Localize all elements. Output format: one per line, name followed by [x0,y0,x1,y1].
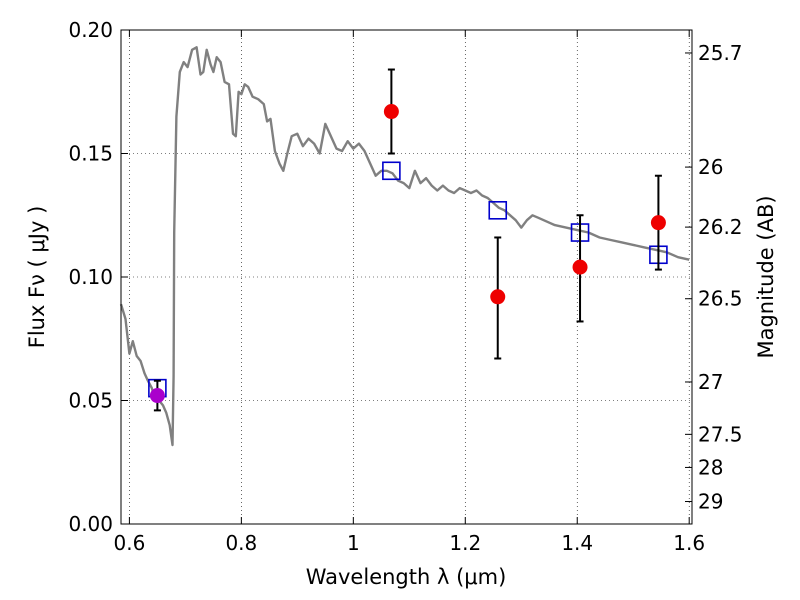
y-tick-label: 0.05 [68,389,113,413]
x-tick-label: 1.2 [449,531,481,555]
mag-tick-label: 27.5 [698,422,743,446]
y-axis-label: Flux Fν ( μJy ) [25,206,49,349]
observed-flux-point [149,388,165,404]
observed-flux-point [490,289,506,305]
mag-tick-label: 26.5 [698,287,743,311]
plot-area [119,46,690,447]
y-tick-label: 0.15 [68,142,113,166]
model-flux-square [382,161,401,181]
axis-ticks: 0.6 0.8 1 1.2 1.4 1.6 0.00 0.05 0.10 0.15 0.20 25.7… [68,18,742,555]
mag-tick-label: 26.2 [698,215,743,239]
observed-flux-point [383,104,399,120]
x-tick-label: 0.6 [113,531,145,555]
mag-tick-label: 29 [698,490,723,514]
observed-flux-point [572,259,588,275]
model-spectrum-line [119,46,690,447]
y-tick-label: 0.00 [68,512,113,536]
mag-tick-label: 28 [698,455,723,479]
x-tick-label: 1 [347,531,360,555]
x-tick-label: 0.8 [225,531,257,555]
y2-axis-label: Magnitude (AB) [754,195,778,358]
x-tick-label: 1.4 [561,531,593,555]
model-flux-square [488,201,508,220]
mag-tick-label: 27 [698,370,723,394]
x-tick-label: 1.6 [673,531,705,555]
y-tick-label: 0.10 [68,265,113,289]
mag-tick-label: 26 [698,155,723,179]
x-axis-label: Wavelength λ (μm) [306,565,507,589]
observed-flux-point [650,215,666,231]
y-tick-label: 0.20 [68,18,113,42]
mag-tick-label: 25.7 [698,41,743,65]
